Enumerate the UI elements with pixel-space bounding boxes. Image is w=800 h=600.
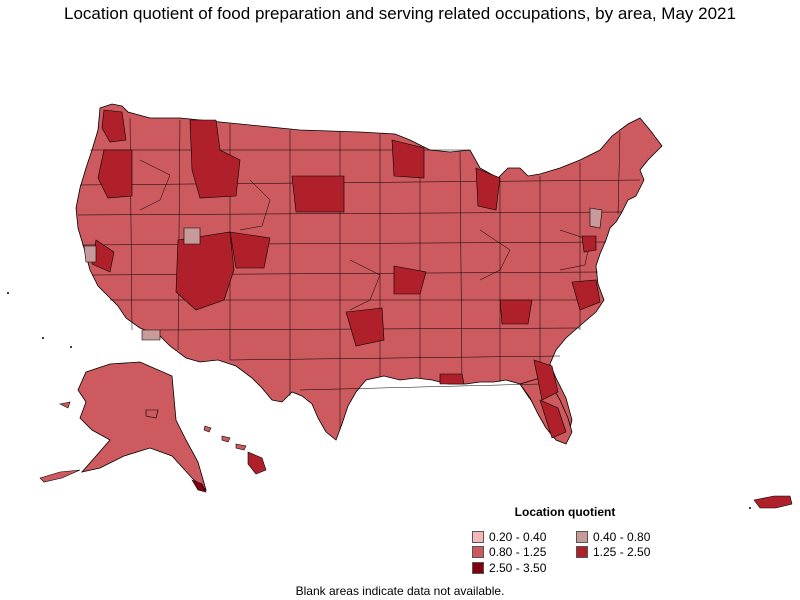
alaska-region [77, 361, 207, 492]
area-borders [77, 117, 641, 430]
legend-label: 0.80 - 1.25 [489, 545, 547, 559]
legend-item-2-50-3-50: 2.50 - 3.50 [472, 561, 546, 575]
low-lq-areas [83, 207, 603, 341]
puerto-rico-region [753, 495, 793, 509]
footnote: Blank areas indicate data not available. [295, 584, 505, 598]
small-islands [7, 292, 751, 509]
legend-label: 2.50 - 3.50 [489, 561, 547, 575]
legend-title: Location quotient [514, 505, 616, 519]
legend-swatch [576, 531, 588, 543]
legend-swatch [576, 546, 588, 558]
legend-swatch [472, 531, 484, 543]
legend-label: 0.40 - 0.80 [593, 530, 651, 544]
high-lq-areas [91, 109, 601, 439]
legend-swatch [472, 562, 484, 574]
legend-item-0-20-0-40: 0.20 - 0.40 [472, 530, 546, 544]
legend-swatch [472, 546, 484, 558]
alaska-southeast [191, 479, 207, 493]
legend-label: 0.20 - 0.40 [489, 530, 547, 544]
legend-item-1-25-2-50: 1.25 - 2.50 [576, 545, 650, 559]
legend-item-0-80-1-25: 0.80 - 1.25 [472, 545, 546, 559]
alaska-islands [39, 401, 159, 483]
hawaii-region [203, 425, 267, 475]
legend-label: 1.25 - 2.50 [593, 545, 651, 559]
legend-item-0-40-0-80: 0.40 - 0.80 [576, 530, 650, 544]
map-title: Location quotient of food preparation an… [64, 4, 736, 23]
